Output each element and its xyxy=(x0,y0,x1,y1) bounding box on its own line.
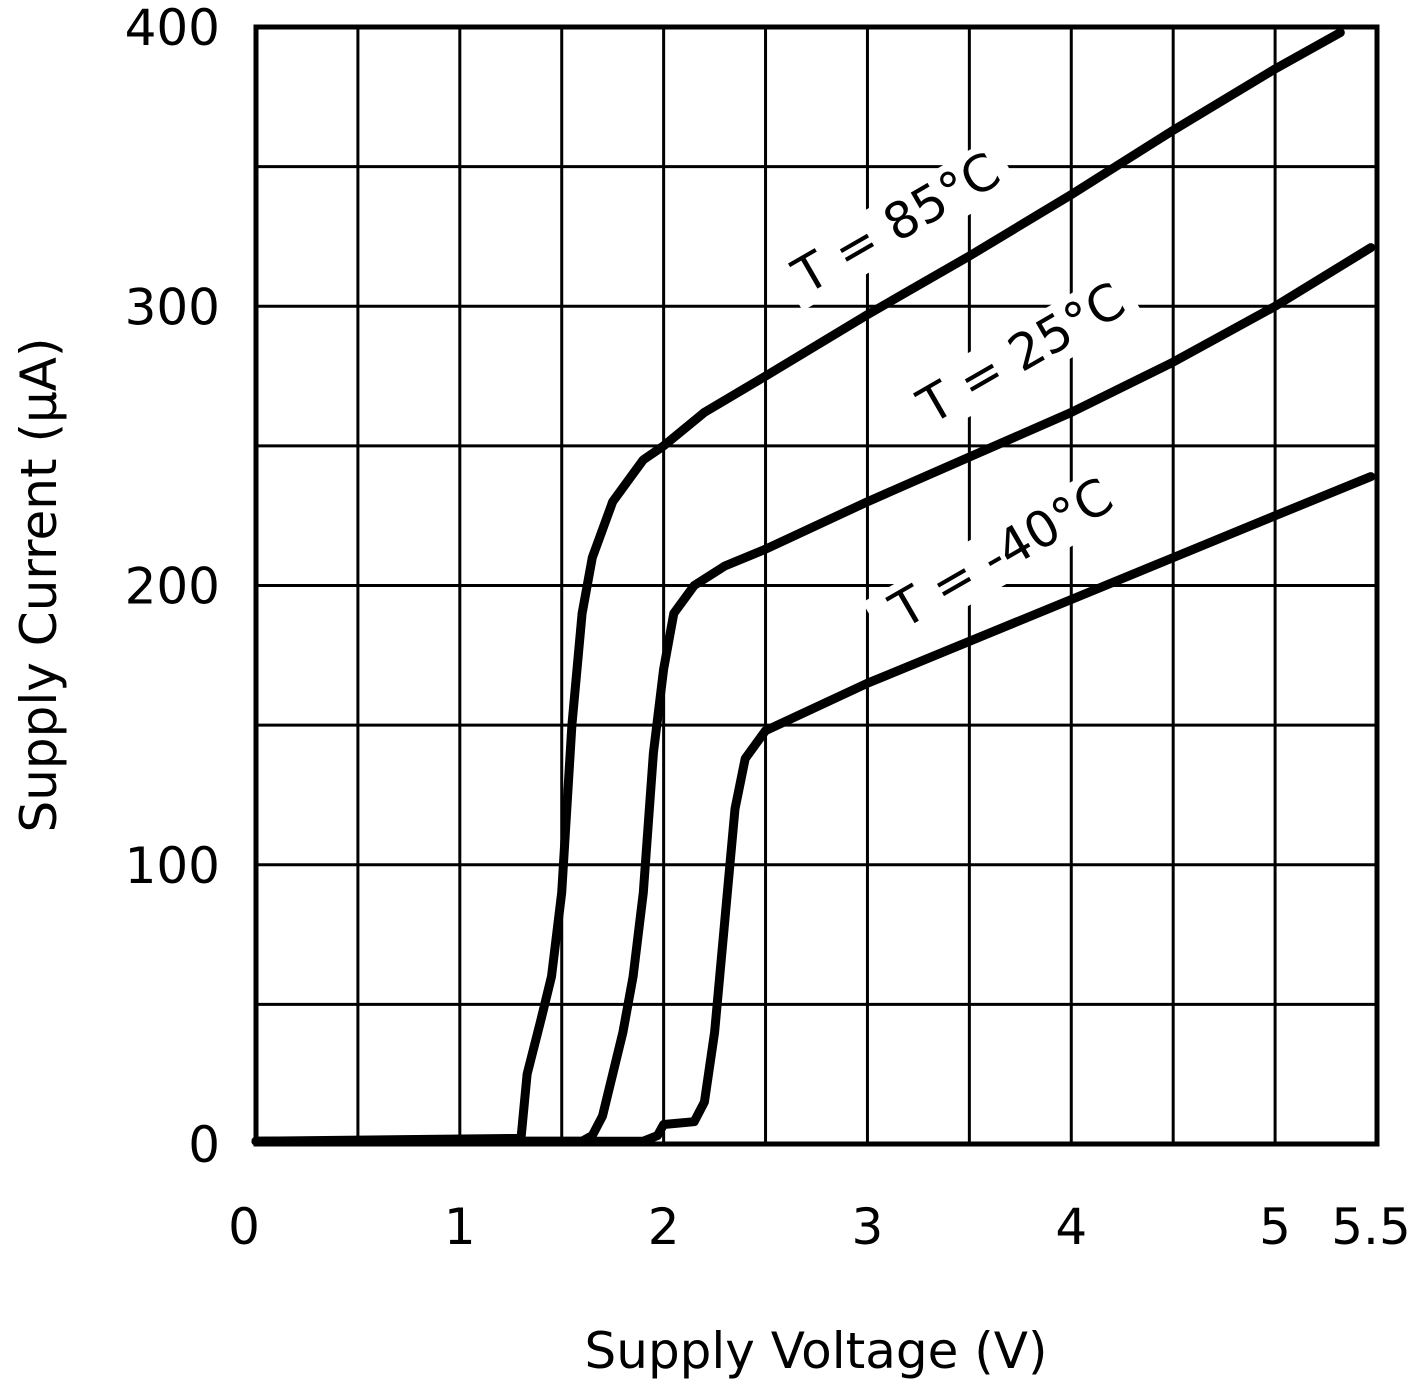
series-line-1 xyxy=(251,243,1376,1146)
y-tick-label: 400 xyxy=(125,0,220,57)
x-tick-label: 5.5 xyxy=(1331,1198,1411,1256)
x-tick-label: 5 xyxy=(1259,1198,1291,1256)
series-line-0 xyxy=(251,28,1345,1146)
y-axis-label: Supply Current (μA) xyxy=(10,338,68,833)
y-tick-labels: 0 100 200 300 400 xyxy=(125,0,220,1174)
grid xyxy=(256,27,1377,1144)
annotation-minus40c-text: T = -40°C xyxy=(880,467,1123,641)
series-lines xyxy=(251,28,1376,1146)
y-tick-label: 100 xyxy=(125,837,220,895)
x-tick-label: 0 xyxy=(228,1198,260,1256)
x-axis-label: Supply Voltage (V) xyxy=(585,1322,1048,1380)
x-tick-label: 4 xyxy=(1055,1198,1087,1256)
annotation-25c-text: T = 25°C xyxy=(908,271,1135,436)
x-tick-label: 2 xyxy=(648,1198,680,1256)
x-tick-label: 1 xyxy=(444,1198,476,1256)
annotation-85c: T = 85°C xyxy=(774,137,1020,311)
series-line-2 xyxy=(251,472,1376,1146)
x-tick-label: 3 xyxy=(852,1198,884,1256)
plot-frame xyxy=(253,24,1380,1147)
y-tick-label: 300 xyxy=(125,278,220,336)
x-tick-labels: 0 1 2 3 4 5 5.5 xyxy=(228,1198,1411,1256)
y-tick-label: 200 xyxy=(125,558,220,616)
annotation-25c: T = 25°C xyxy=(899,267,1145,441)
y-tick-label: 0 xyxy=(188,1116,220,1174)
